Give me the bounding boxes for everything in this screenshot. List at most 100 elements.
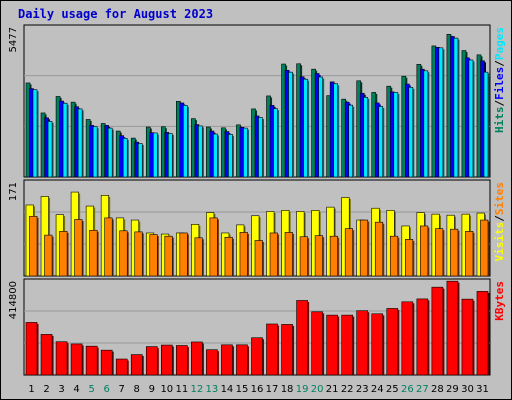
x-tick-label-10: 10	[160, 384, 173, 395]
bar-visits-sites-11	[179, 232, 188, 277]
x-tick-label-19: 19	[296, 384, 309, 395]
panel-visits-ymax-label: 171	[8, 182, 19, 201]
panel-kbytes-ymax-label: 414800	[8, 281, 19, 319]
bar-kbytes-kbytes-28	[431, 286, 444, 376]
x-tick-label-26: 26	[401, 384, 414, 395]
bar-kbytes-kbytes-17	[266, 323, 278, 376]
bar-kbytes-kbytes-22	[341, 314, 354, 376]
bar-kbytes-kbytes-1	[25, 322, 38, 376]
bar-kbytes-kbytes-4	[70, 343, 83, 376]
bar-hits-pages-4	[77, 108, 83, 178]
x-tick-label-27: 27	[416, 384, 429, 395]
bar-hits-pages-17	[273, 108, 278, 178]
bar-visits-sites-28	[435, 228, 444, 277]
x-tick-label-24: 24	[371, 384, 384, 395]
bar-hits-pages-11	[183, 105, 188, 178]
bar-visits-sites-5	[89, 229, 98, 277]
bar-visits-sites-12	[194, 237, 203, 277]
bar-visits-sites-24	[374, 221, 384, 277]
bar-kbytes-kbytes-2	[40, 334, 53, 376]
x-tick-label-6: 6	[103, 384, 109, 395]
bar-hits-pages-23	[363, 96, 369, 178]
bar-kbytes-kbytes-19	[296, 300, 308, 376]
bar-hits-pages-19	[303, 78, 308, 178]
x-tick-label-29: 29	[446, 384, 459, 395]
x-tick-label-1: 1	[28, 384, 34, 395]
x-tick-label-23: 23	[356, 384, 369, 395]
bar-visits-sites-25	[389, 235, 399, 277]
bar-hits-pages-3	[62, 102, 68, 178]
bar-visits-sites-23	[359, 219, 369, 277]
x-tick-label-5: 5	[88, 384, 94, 395]
bar-visits-sites-8	[134, 231, 143, 277]
legend-separator: /	[493, 215, 506, 222]
bar-visits-sites-31	[480, 219, 489, 277]
bar-visits-sites-30	[465, 231, 474, 277]
bar-hits-pages-6	[107, 127, 113, 178]
x-tick-label-16: 16	[251, 384, 264, 395]
bar-kbytes-kbytes-3	[55, 341, 68, 376]
legend-pages: Pages	[493, 27, 506, 60]
bar-kbytes-kbytes-5	[85, 345, 98, 376]
bar-visits-sites-10	[164, 235, 173, 277]
bar-visits-sites-17	[269, 232, 278, 277]
panel-kbytes-legend: KBytes	[493, 281, 506, 321]
legend-visits: Visits	[493, 222, 506, 262]
bar-kbytes-kbytes-20	[311, 311, 323, 376]
bar-kbytes-kbytes-11	[176, 345, 188, 376]
legend-files: Files	[493, 67, 506, 100]
bar-kbytes-kbytes-31	[476, 291, 489, 376]
bar-visits-sites-14	[224, 236, 233, 277]
bar-kbytes-kbytes-13	[206, 349, 218, 376]
legend-sites: Sites	[493, 182, 506, 215]
x-tick-label-12: 12	[191, 384, 204, 395]
legend-separator: /	[493, 60, 506, 67]
bar-hits-pages-31	[483, 71, 489, 178]
chart-title: Daily usage for August 2023	[18, 7, 214, 21]
bar-visits-sites-3	[59, 231, 68, 277]
bar-hits-pages-24	[378, 106, 384, 178]
bar-hits-pages-26	[408, 86, 414, 178]
bar-kbytes-kbytes-24	[371, 313, 384, 376]
bar-visits-sites-20	[314, 235, 323, 277]
x-tick-label-25: 25	[386, 384, 399, 395]
bar-visits-sites-15	[239, 232, 248, 277]
bar-hits-pages-20	[318, 76, 323, 178]
bar-hits-pages-5	[92, 126, 98, 178]
bar-kbytes-kbytes-16	[251, 337, 263, 376]
panel-hits-legend: Hits/Files/Pages	[493, 27, 506, 133]
bar-hits-pages-13	[213, 133, 218, 178]
bar-visits-sites-2	[44, 234, 53, 277]
bar-hits-pages-14	[228, 134, 233, 178]
bar-kbytes-kbytes-12	[191, 341, 203, 376]
bar-visits-sites-16	[254, 240, 263, 277]
bar-visits-sites-4	[74, 219, 83, 277]
x-tick-label-4: 4	[73, 384, 79, 395]
bar-visits-sites-26	[405, 239, 414, 277]
bar-kbytes-kbytes-30	[461, 298, 474, 376]
x-tick-label-14: 14	[221, 384, 234, 395]
bar-kbytes-kbytes-25	[386, 308, 399, 376]
bar-visits-sites-6	[104, 217, 113, 277]
bar-kbytes-kbytes-10	[160, 344, 173, 376]
bar-hits-pages-2	[47, 121, 53, 178]
x-tick-label-18: 18	[281, 384, 294, 395]
bar-kbytes-kbytes-7	[115, 358, 128, 376]
bar-hits-pages-18	[288, 71, 293, 178]
bar-hits-pages-10	[167, 133, 173, 178]
bar-kbytes-kbytes-23	[356, 310, 369, 376]
x-tick-label-3: 3	[58, 384, 64, 395]
bar-kbytes-kbytes-29	[446, 280, 459, 376]
bar-hits-pages-16	[258, 117, 263, 178]
bar-kbytes-kbytes-6	[100, 349, 113, 376]
bar-kbytes-kbytes-26	[401, 301, 414, 376]
bar-hits-pages-28	[438, 47, 444, 178]
bar-visits-sites-19	[299, 236, 308, 277]
legend-separator: /	[493, 100, 506, 107]
bar-hits-pages-9	[152, 132, 158, 178]
x-tick-label-21: 21	[326, 384, 339, 395]
x-tick-label-28: 28	[431, 384, 444, 395]
bar-hits-pages-1	[32, 89, 38, 178]
legend-kbytes: KBytes	[493, 281, 506, 321]
